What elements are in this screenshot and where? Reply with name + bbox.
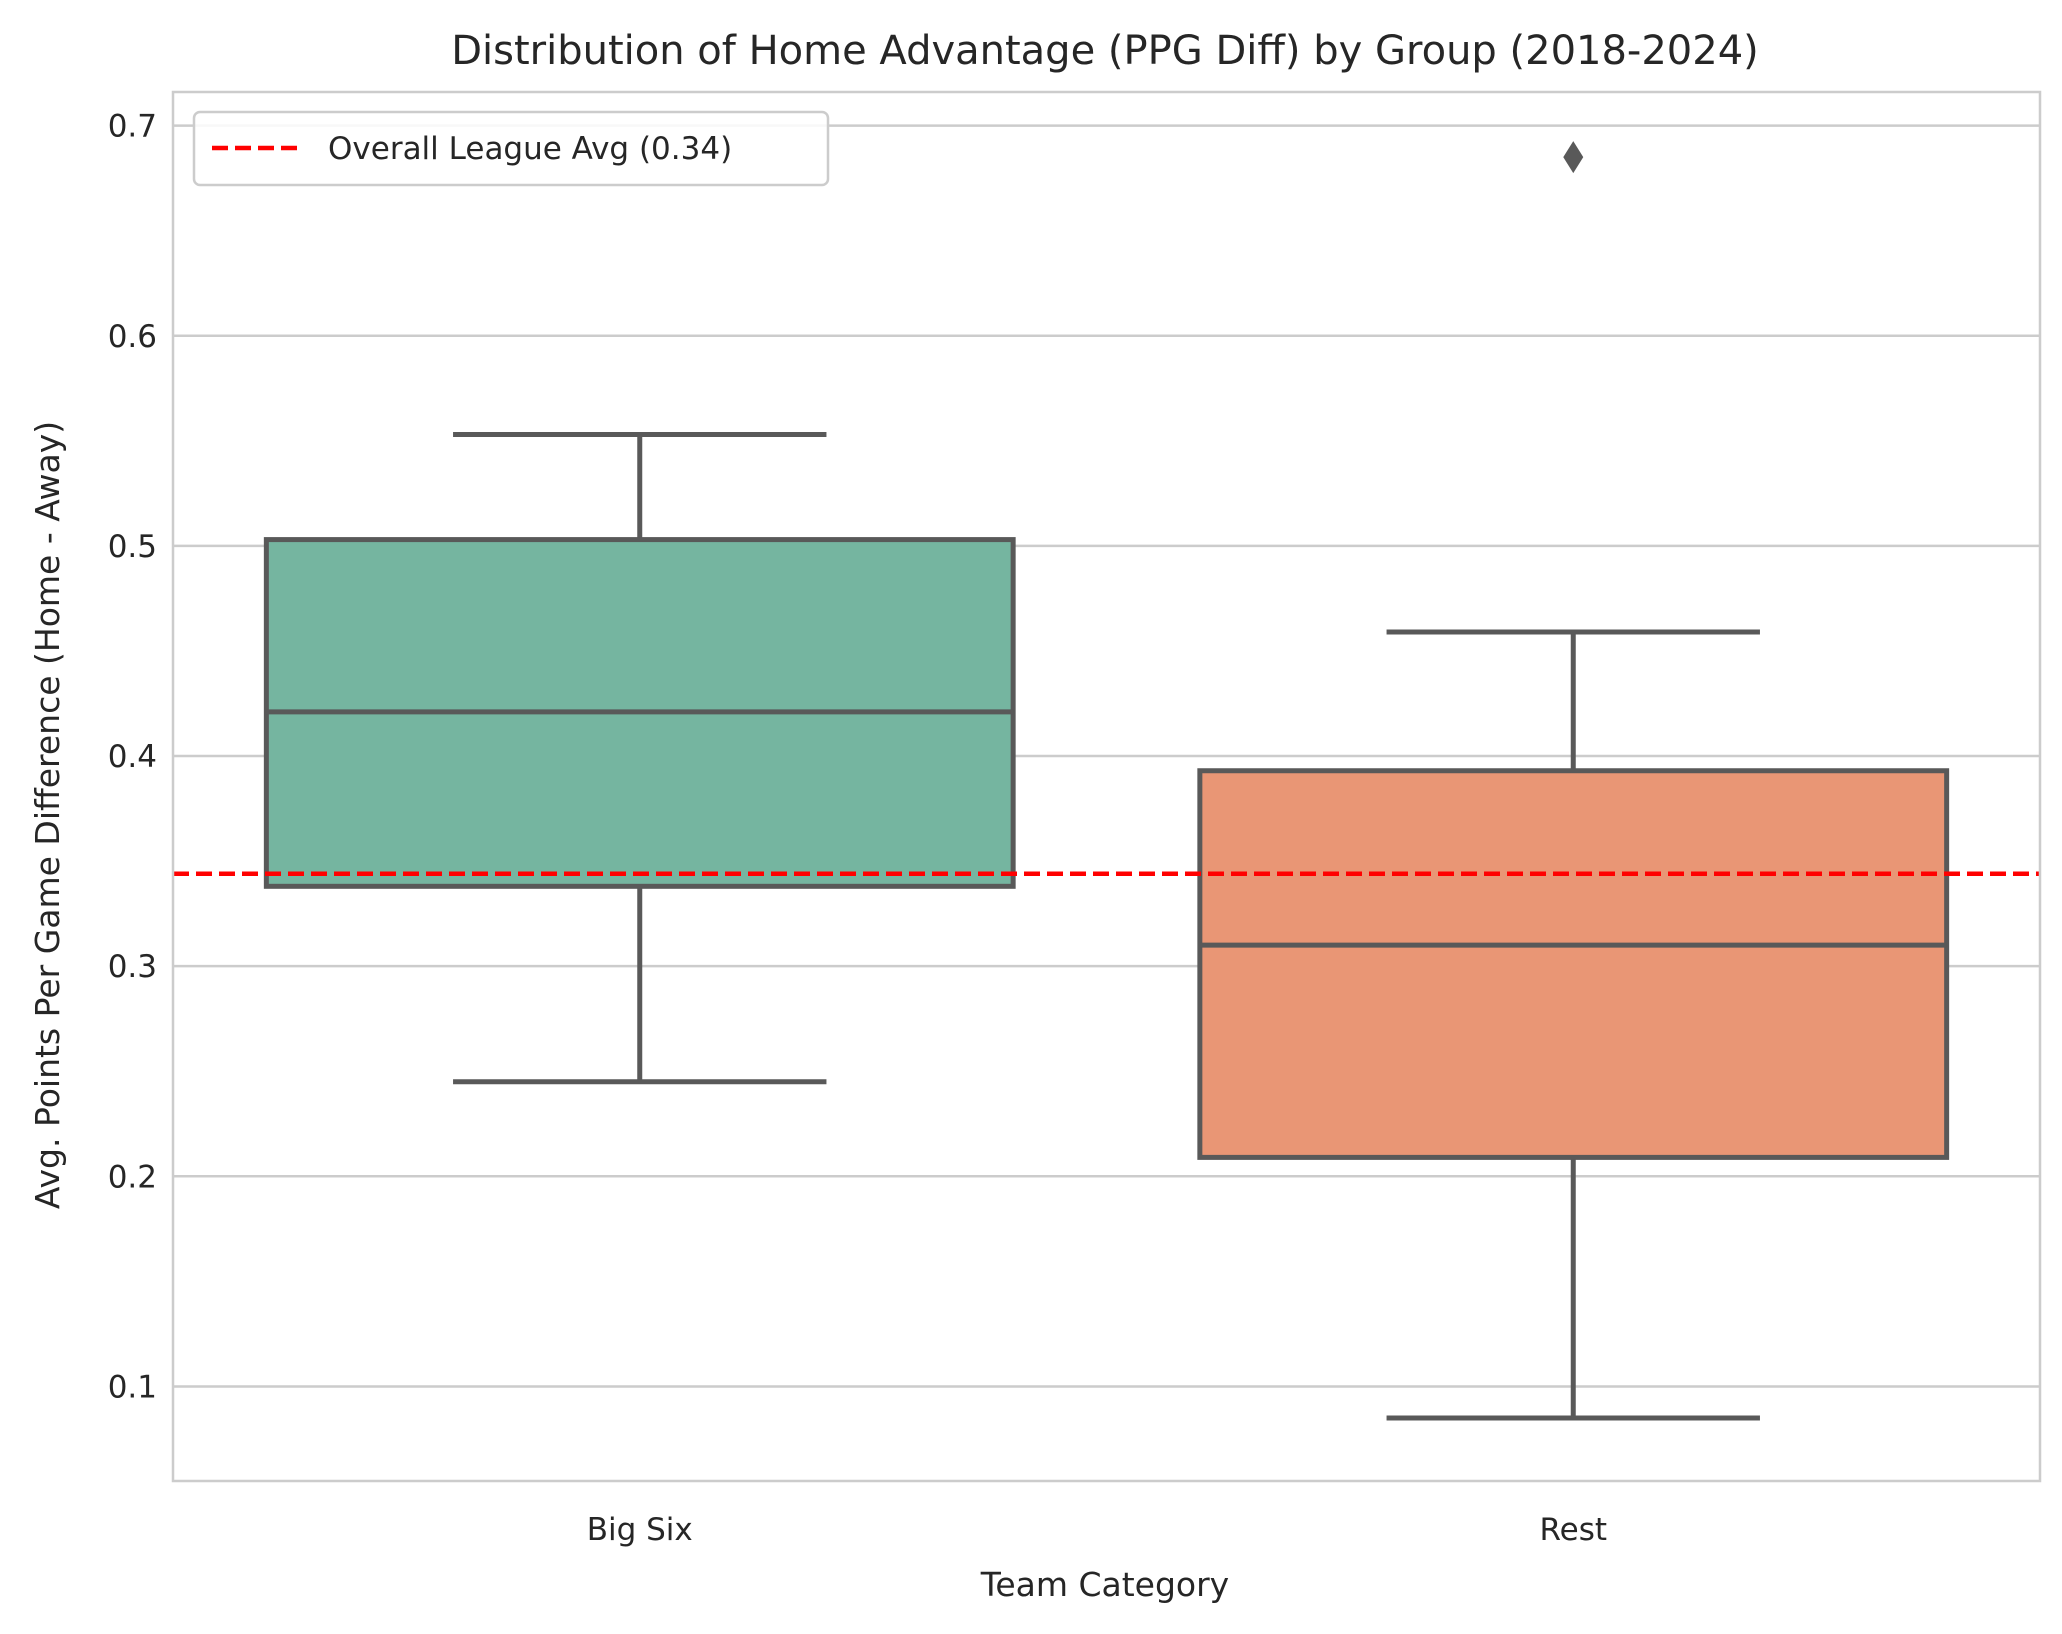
x-tick-label: Rest bbox=[1539, 1512, 1607, 1548]
y-tick-label: 0.1 bbox=[108, 1369, 157, 1405]
y-tick-label: 0.6 bbox=[108, 319, 157, 355]
outlier-marker bbox=[1563, 141, 1584, 174]
legend-box bbox=[192, 110, 830, 187]
y-tick-label: 0.3 bbox=[108, 949, 157, 985]
box-layer bbox=[263, 141, 1950, 1421]
tick-layer: 0.1 0.2 0.3 0.4 0.5 0.6 0.7 Big Six Rest bbox=[108, 109, 1607, 1548]
x-axis-label: Team Category bbox=[980, 1565, 1229, 1604]
legend-label: Overall League Avg (0.34) bbox=[328, 131, 732, 167]
iqr-box bbox=[1197, 768, 1950, 1160]
x-tick-label: Big Six bbox=[587, 1512, 693, 1548]
y-tick-label: 0.7 bbox=[108, 109, 157, 145]
y-tick-label: 0.5 bbox=[108, 529, 157, 565]
y-tick-label: 0.2 bbox=[108, 1159, 157, 1195]
plot-frame bbox=[171, 90, 2042, 1483]
legend: Overall League Avg (0.34) bbox=[192, 110, 830, 187]
y-axis-label: Avg. Points Per Game Difference (Home - … bbox=[28, 421, 67, 1209]
box-big-six bbox=[263, 432, 1016, 1085]
box-rest bbox=[1197, 141, 1950, 1421]
y-tick-label: 0.4 bbox=[108, 739, 157, 775]
chart-title: Distribution of Home Advantage (PPG Diff… bbox=[451, 28, 1759, 74]
